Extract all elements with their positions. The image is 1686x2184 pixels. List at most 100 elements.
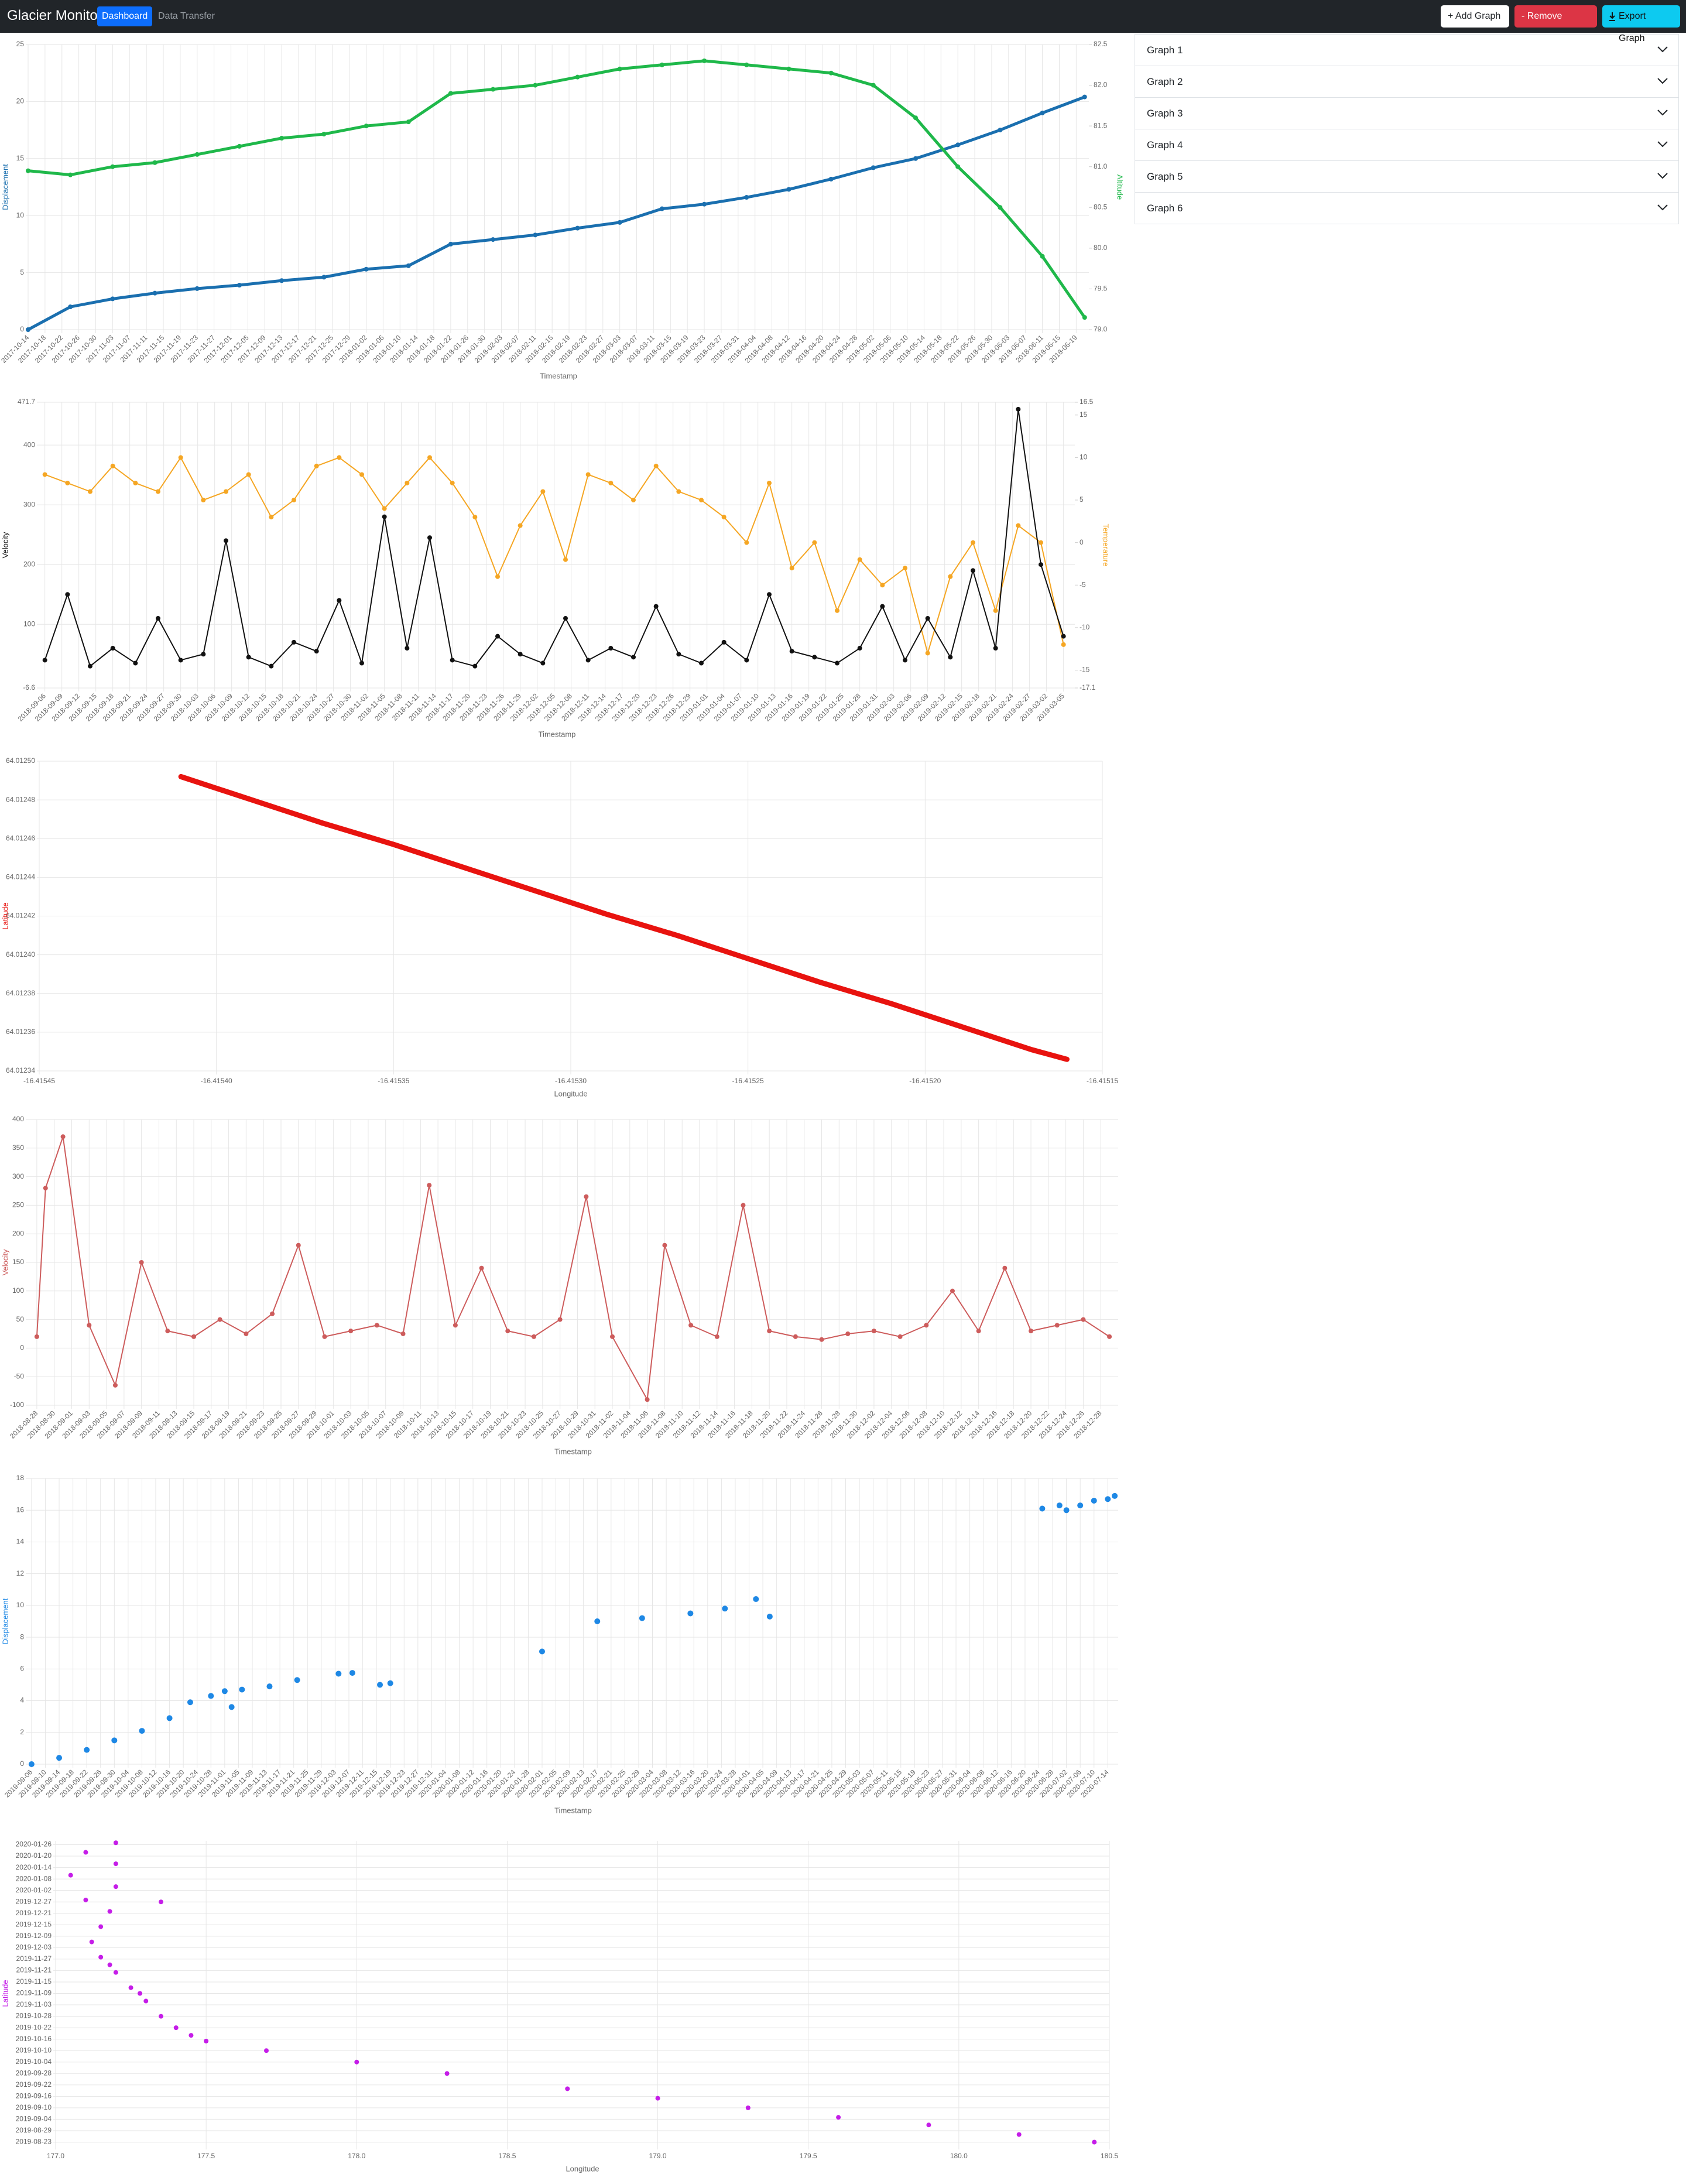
y2-tick-label: -17.1 xyxy=(1080,683,1096,692)
data-point xyxy=(871,165,876,170)
data-point xyxy=(505,1329,510,1334)
accordion-title: Graph 1 xyxy=(1147,44,1183,56)
y2-tick-label: -10 xyxy=(1080,623,1090,631)
data-point xyxy=(702,201,707,207)
data-point xyxy=(348,1329,354,1334)
y2-tick-label: 79.5 xyxy=(1094,285,1108,293)
accordion-item[interactable]: Graph 1 xyxy=(1135,34,1679,66)
data-point xyxy=(87,1323,92,1328)
data-point xyxy=(110,164,115,169)
y2-tick-label: 0 xyxy=(1080,538,1084,546)
data-point xyxy=(903,566,907,571)
data-point xyxy=(1061,642,1066,647)
data-point xyxy=(1029,1329,1034,1334)
add-graph-button[interactable]: + Add Graph xyxy=(1441,5,1509,28)
series-line xyxy=(26,59,1087,319)
data-point xyxy=(925,616,930,621)
data-point xyxy=(201,498,206,503)
data-point xyxy=(924,1323,929,1328)
data-point xyxy=(266,1683,273,1690)
data-point xyxy=(608,646,614,651)
y-tick-label: 2019-08-29 xyxy=(16,2126,52,2134)
y-tick-label: 4 xyxy=(20,1696,24,1704)
data-point xyxy=(610,1334,615,1339)
accordion-item[interactable]: Graph 3 xyxy=(1135,98,1679,129)
data-point xyxy=(43,1186,48,1191)
accordion-item[interactable]: Graph 4 xyxy=(1135,129,1679,161)
y-tick-label: 350 xyxy=(12,1144,24,1152)
y2-tick-label: -15 xyxy=(1080,666,1090,674)
data-point xyxy=(1063,1507,1070,1514)
data-point xyxy=(767,1329,772,1334)
y-tick-label: 64.01246 xyxy=(6,834,35,842)
y-tick-label: -6.6 xyxy=(23,683,35,692)
y-tick-label: 2019-11-21 xyxy=(16,1966,52,1974)
data-point xyxy=(453,1323,458,1328)
data-point xyxy=(539,1648,545,1655)
y-tick-label: 10 xyxy=(16,1601,25,1609)
chevron xyxy=(1657,78,1668,84)
nav-data-transfer[interactable]: Data Transfer xyxy=(158,11,215,21)
y-tick-label: 2019-09-10 xyxy=(16,2103,52,2111)
data-point xyxy=(835,608,839,613)
data-point xyxy=(60,1134,66,1139)
y-tick-label: 2019-09-04 xyxy=(16,2115,52,2123)
y-tick-label: 2019-09-16 xyxy=(16,2092,52,2100)
y-tick-label: 0 xyxy=(20,1759,24,1768)
data-point xyxy=(279,278,285,283)
accordion-title: Graph 3 xyxy=(1147,108,1183,119)
data-point xyxy=(857,646,862,651)
data-point xyxy=(585,472,591,477)
data-point xyxy=(1016,406,1021,412)
data-point xyxy=(845,1331,851,1336)
data-point xyxy=(812,655,817,660)
nav-dashboard[interactable]: Dashboard xyxy=(97,6,153,26)
data-point xyxy=(110,463,115,468)
data-point xyxy=(56,1755,63,1761)
data-point xyxy=(322,1334,327,1339)
x-axis-label: Timestamp xyxy=(554,1806,592,1815)
data-point xyxy=(786,66,791,71)
accordion-item[interactable]: Graph 5 xyxy=(1135,161,1679,193)
data-point xyxy=(194,286,200,291)
export-graph-button[interactable]: Export Graph xyxy=(1602,5,1680,43)
data-point xyxy=(191,1334,197,1339)
data-point xyxy=(374,1323,379,1328)
data-point xyxy=(26,168,30,173)
data-point xyxy=(871,1329,876,1334)
data-point xyxy=(224,538,228,543)
y2-tick-label: 81.0 xyxy=(1094,162,1108,170)
data-point xyxy=(688,1323,694,1328)
series-line xyxy=(26,95,1087,331)
x-tick-label: 177.5 xyxy=(197,2152,215,2160)
data-point xyxy=(744,195,749,200)
brand[interactable]: Glacier Monitor xyxy=(7,8,102,23)
data-point xyxy=(110,296,115,302)
y-tick-label: 15 xyxy=(16,154,25,162)
accordion-title: Graph 2 xyxy=(1147,76,1183,87)
x-axis-label: Timestamp xyxy=(539,730,576,738)
data-point xyxy=(659,62,664,67)
x-axis-label: Timestamp xyxy=(554,1447,592,1456)
chevron xyxy=(1657,141,1668,148)
y-tick-label: 2019-12-09 xyxy=(16,1932,52,1940)
y-tick-label: 64.01236 xyxy=(6,1028,35,1036)
data-point xyxy=(165,1329,170,1334)
data-point xyxy=(533,83,538,88)
data-point xyxy=(173,2025,179,2031)
data-point xyxy=(563,616,568,621)
accordion-item[interactable]: Graph 6 xyxy=(1135,193,1679,224)
data-point xyxy=(789,566,794,571)
x-tick-label: 180.5 xyxy=(1101,2152,1118,2160)
data-point xyxy=(880,604,885,609)
data-point xyxy=(237,143,242,149)
data-point xyxy=(1039,540,1043,545)
data-point xyxy=(217,1317,222,1322)
data-point xyxy=(722,1606,728,1612)
accordion-item[interactable]: Graph 2 xyxy=(1135,66,1679,98)
remove-graph-button[interactable]: - Remove Graph xyxy=(1514,5,1597,43)
y-tick-label: 100 xyxy=(12,1286,24,1295)
y-axis-label: Latitude xyxy=(1,1980,9,2007)
data-point xyxy=(645,1397,650,1402)
data-point xyxy=(400,1331,406,1336)
